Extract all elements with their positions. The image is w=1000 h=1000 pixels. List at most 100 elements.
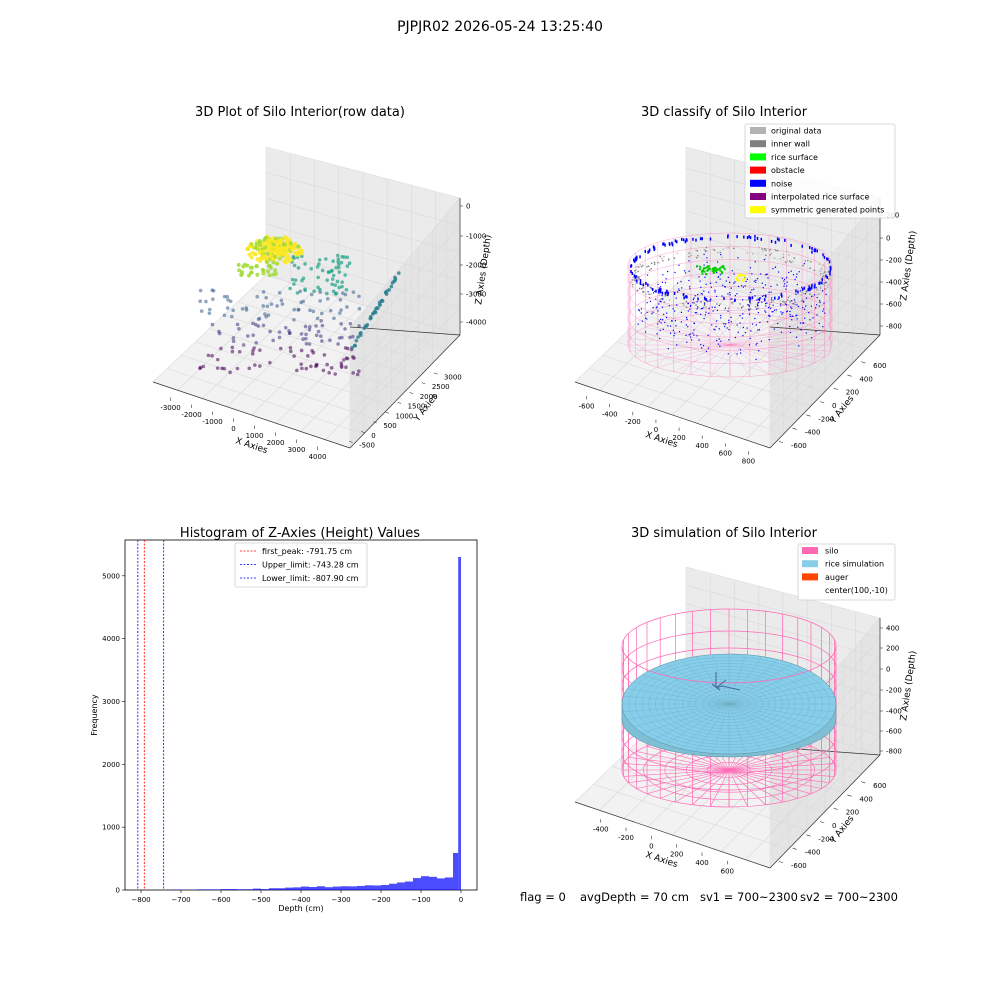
noise-point <box>674 239 677 243</box>
data-point <box>278 346 283 351</box>
data-point <box>269 302 274 306</box>
noise-point <box>689 308 691 310</box>
noise-point <box>783 278 786 281</box>
raw-plot-points <box>198 234 401 377</box>
status-avg-depth: avgDepth = 70 cm <box>580 890 689 904</box>
noise-point <box>697 293 699 296</box>
data-point <box>365 323 370 327</box>
data-point <box>322 353 327 357</box>
noise-point <box>801 287 804 291</box>
noise-point <box>674 320 676 322</box>
histogram-x-ticks: −800 −700 −600 −500 −400 −300 −200 −100 0 <box>131 890 463 904</box>
x-axis-line <box>152 381 351 449</box>
data-point <box>275 261 280 266</box>
rice-mesh-spoke <box>728 674 816 705</box>
data-point <box>325 278 330 282</box>
x-tick-label: −400 <box>291 896 310 904</box>
noise-point <box>663 242 665 246</box>
silo-spoke <box>635 344 731 358</box>
noise-point <box>720 254 722 256</box>
noise-point <box>802 307 804 309</box>
histogram-bar <box>445 877 453 890</box>
silo-spoke <box>657 322 731 346</box>
data-point <box>268 249 273 254</box>
data-point <box>332 316 336 321</box>
noise-point <box>829 267 832 271</box>
data-point <box>390 281 395 285</box>
noise-point <box>724 307 727 309</box>
rice-mesh-spoke <box>666 703 730 745</box>
data-point <box>273 236 278 241</box>
wall-point <box>765 254 767 256</box>
noise-point <box>717 276 720 278</box>
y-tick-label: 0 <box>832 822 836 830</box>
noise-point <box>734 298 736 302</box>
data-point <box>351 355 355 359</box>
data-point <box>328 338 332 343</box>
simulation-plot-y-label: Y Axies <box>828 814 857 847</box>
noise-point <box>659 300 661 302</box>
noise-point <box>659 337 661 340</box>
data-point <box>245 246 250 251</box>
data-point <box>327 371 332 375</box>
symmetric-point <box>741 273 744 276</box>
data-point <box>308 308 312 313</box>
wall-point <box>793 257 795 259</box>
noise-point <box>755 358 757 361</box>
y-tick-label: 600 <box>873 362 886 370</box>
wall-point <box>782 253 785 256</box>
wall-point <box>765 249 767 252</box>
wall-point <box>786 260 788 262</box>
data-point <box>237 326 241 331</box>
wall-point <box>819 286 822 288</box>
noise-point <box>828 260 831 264</box>
wall-point <box>816 289 818 292</box>
noise-point <box>765 302 767 305</box>
data-point <box>283 325 288 330</box>
noise-point <box>811 337 813 339</box>
x-tick-label: 0 <box>649 842 653 850</box>
noise-point <box>786 276 788 278</box>
noise-point <box>704 276 706 278</box>
noise-point <box>829 272 831 276</box>
grid-line <box>265 146 461 199</box>
symmetric-point <box>743 277 746 280</box>
x-tick-label: 0 <box>654 426 658 434</box>
noise-point <box>684 240 687 244</box>
grid-line <box>349 252 461 376</box>
wall-point <box>721 256 723 258</box>
wall-point <box>642 287 644 289</box>
noise-point <box>717 261 719 263</box>
data-point <box>259 249 264 254</box>
data-point <box>373 310 378 315</box>
data-point <box>295 368 299 373</box>
simulation-silo-top-ring <box>621 608 837 684</box>
noise-point <box>769 315 771 317</box>
noise-point <box>651 313 653 315</box>
noise-point <box>659 288 661 290</box>
noise-point <box>658 287 660 289</box>
noise-point <box>678 330 681 333</box>
symmetric-point <box>737 274 740 277</box>
noise-point <box>808 285 810 289</box>
noise-point <box>814 283 816 287</box>
rice-surface-point <box>699 265 702 268</box>
data-point <box>350 345 355 350</box>
silo-spoke <box>729 344 787 372</box>
x-tick-label: −500 <box>251 896 270 904</box>
data-point <box>278 247 283 252</box>
noise-point <box>647 250 649 254</box>
y-tick-label: 3000 <box>444 373 462 381</box>
y-tick-label-mark <box>373 421 377 424</box>
y-tick-label-mark <box>806 414 811 417</box>
wall-point <box>696 250 699 252</box>
noise-point <box>749 299 751 303</box>
legend-label: first_peak: -791.75 cm <box>262 547 352 556</box>
noise-point <box>709 237 712 241</box>
z-tick-label: -400 <box>886 708 902 716</box>
noise-point <box>786 281 788 283</box>
histogram-y-label: Frequency <box>90 694 99 736</box>
noise-point <box>724 286 726 288</box>
wall-point <box>746 252 749 254</box>
wall-point <box>632 273 634 275</box>
